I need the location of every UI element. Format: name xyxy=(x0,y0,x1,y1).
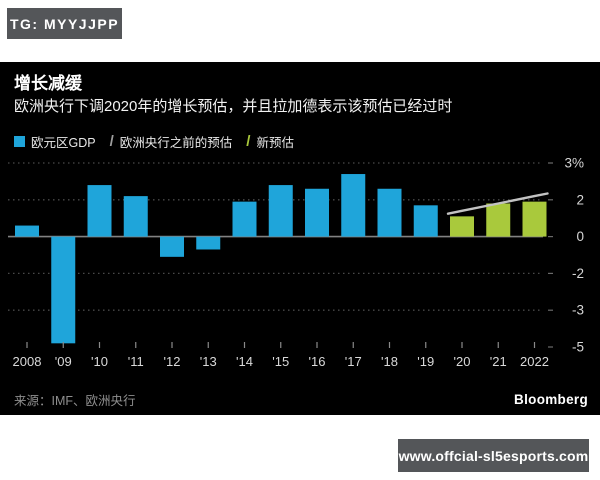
legend-item-1: / 欧洲央行之前的预估 xyxy=(110,132,233,151)
chart-panel: 增长减缓 欧洲央行下调2020年的增长预估，并且拉加德表示该预估已经过时 欧元区… xyxy=(0,62,600,415)
gdp-bar-17 xyxy=(341,174,366,237)
y-axis-label: 3% xyxy=(564,156,584,171)
year-label: '17 xyxy=(345,354,362,369)
forecast-bar-21 xyxy=(486,203,511,237)
watermark-bottom-badge: www.offcial-sl5esports.com xyxy=(398,439,589,472)
previous-forecast-line xyxy=(446,192,549,215)
gdp-bar-09 xyxy=(51,236,76,344)
chart-subtitle: 欧洲央行下调2020年的增长预估，并且拉加德表示该预估已经过时 xyxy=(14,98,453,115)
gdp-bar-11 xyxy=(123,196,148,237)
forecast-bar-2022 xyxy=(522,201,547,237)
gdp-bar-13 xyxy=(196,236,221,250)
year-label: '21 xyxy=(490,354,507,369)
y-axis-label: -3 xyxy=(572,303,584,318)
year-label: '10 xyxy=(91,354,108,369)
watermark-bottom-text: www.offcial-sl5esports.com xyxy=(398,447,589,464)
year-label: '13 xyxy=(200,354,217,369)
gdp-bar-19 xyxy=(413,205,438,237)
year-label: '18 xyxy=(381,354,398,369)
y-axis-label: 0 xyxy=(576,229,584,244)
year-label: 2008 xyxy=(13,354,42,369)
y-axis-label: 2 xyxy=(576,192,584,207)
forecast-bar-20 xyxy=(450,216,474,237)
chart-title: 增长减缓 xyxy=(14,74,82,93)
year-label: 2022 xyxy=(520,354,549,369)
year-label: '09 xyxy=(55,354,72,369)
chart-source: 来源：IMF、欧洲央行 xyxy=(14,394,136,408)
year-label: '20 xyxy=(454,354,471,369)
year-label: '12 xyxy=(164,354,181,369)
gdp-bar-18 xyxy=(377,188,402,237)
legend-square-swatch xyxy=(14,136,25,147)
legend-slash-marker: / xyxy=(109,133,114,150)
year-label: '14 xyxy=(236,354,253,369)
gdp-bar-2008 xyxy=(15,225,39,237)
year-label: '19 xyxy=(417,354,434,369)
legend-label: 新预估 xyxy=(256,136,294,150)
legend-label: 欧元区GDP xyxy=(31,136,96,150)
legend-item-0: 欧元区GDP xyxy=(14,132,96,151)
gdp-bar-14 xyxy=(232,201,257,237)
bar-chart-plot: 3% 2 0 -2 -3 -5 2008 '09 '10 '11 '12 '13 '14 '15 '16 '1… xyxy=(8,156,584,369)
bloomberg-logo: Bloomberg xyxy=(514,392,588,407)
year-label: '16 xyxy=(309,354,326,369)
legend-item-2: / 新预估 xyxy=(246,132,294,151)
gdp-bar-12 xyxy=(160,236,184,257)
gdp-bar-10 xyxy=(87,185,112,237)
year-label: '11 xyxy=(128,354,144,369)
legend-label: 欧洲央行之前的预估 xyxy=(119,136,233,150)
chart-legend: 欧元区GDP / 欧洲央行之前的预估 / 新预估 xyxy=(14,132,294,151)
legend-slash-marker: / xyxy=(246,133,251,150)
y-axis-label: -2 xyxy=(572,266,584,281)
year-label: '15 xyxy=(272,354,289,369)
watermark-top-badge: TG: MYYJJPP xyxy=(7,8,122,39)
gdp-bar-15 xyxy=(268,185,293,237)
y-axis-label: -5 xyxy=(572,340,584,355)
watermark-top-text: TG: MYYJJPP xyxy=(9,15,120,32)
gdp-bar-16 xyxy=(305,188,329,237)
